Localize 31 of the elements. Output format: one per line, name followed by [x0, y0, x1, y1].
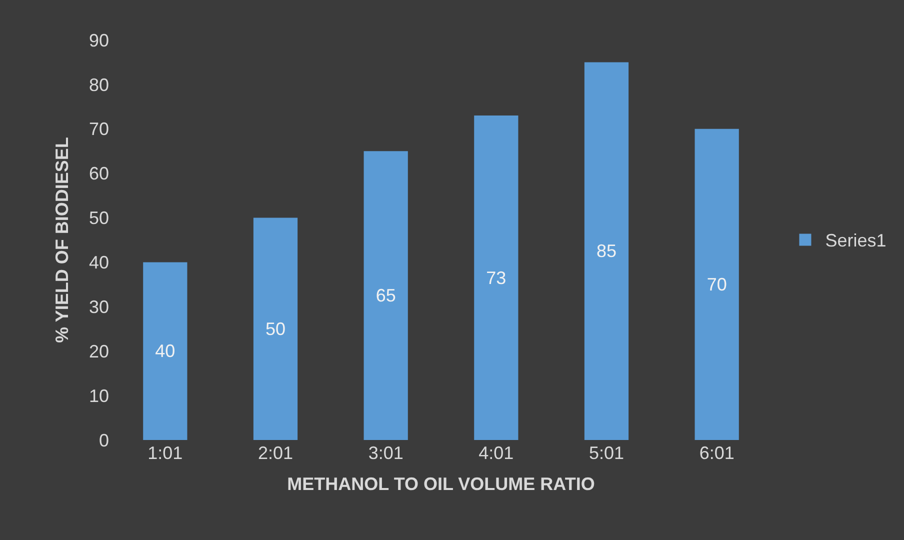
x-axis-title: METHANOL TO OIL VOLUME RATIO: [287, 474, 595, 494]
data-label: 40: [155, 341, 176, 362]
x-tick-label: 6:01: [699, 443, 734, 463]
y-tick-label: 30: [88, 296, 109, 317]
data-label: 50: [265, 318, 286, 339]
y-tick-label: 0: [98, 430, 109, 450]
y-tick-label: 20: [88, 341, 109, 362]
x-tick-label: 4:01: [478, 443, 514, 463]
y-tick-label: 60: [88, 164, 109, 184]
bar: [364, 151, 408, 440]
y-tick-label: 70: [88, 119, 109, 140]
y-tick-label: 90: [88, 30, 109, 50]
x-tick-label: 2:01: [258, 443, 294, 463]
x-tick-label: 1:01: [148, 443, 183, 463]
data-label: 65: [376, 286, 396, 306]
data-label: 73: [486, 268, 506, 288]
legend-label: Series1: [825, 230, 886, 251]
bar: [253, 218, 298, 440]
y-tick-label: 80: [88, 74, 109, 95]
bar: [694, 128, 739, 440]
y-tick-label: 10: [88, 386, 109, 406]
data-label: 70: [706, 274, 727, 294]
x-tick-label: 3:01: [368, 443, 404, 463]
y-tick-label: 50: [88, 208, 109, 228]
x-tick-label: 5:01: [588, 443, 624, 463]
y-axis-title: % YIELD OF BIODIESEL: [52, 137, 72, 343]
data-label: 85: [596, 241, 617, 262]
bar: [584, 62, 629, 440]
bar: [474, 116, 518, 440]
y-tick-label: 40: [88, 252, 109, 273]
bar: [143, 262, 188, 440]
